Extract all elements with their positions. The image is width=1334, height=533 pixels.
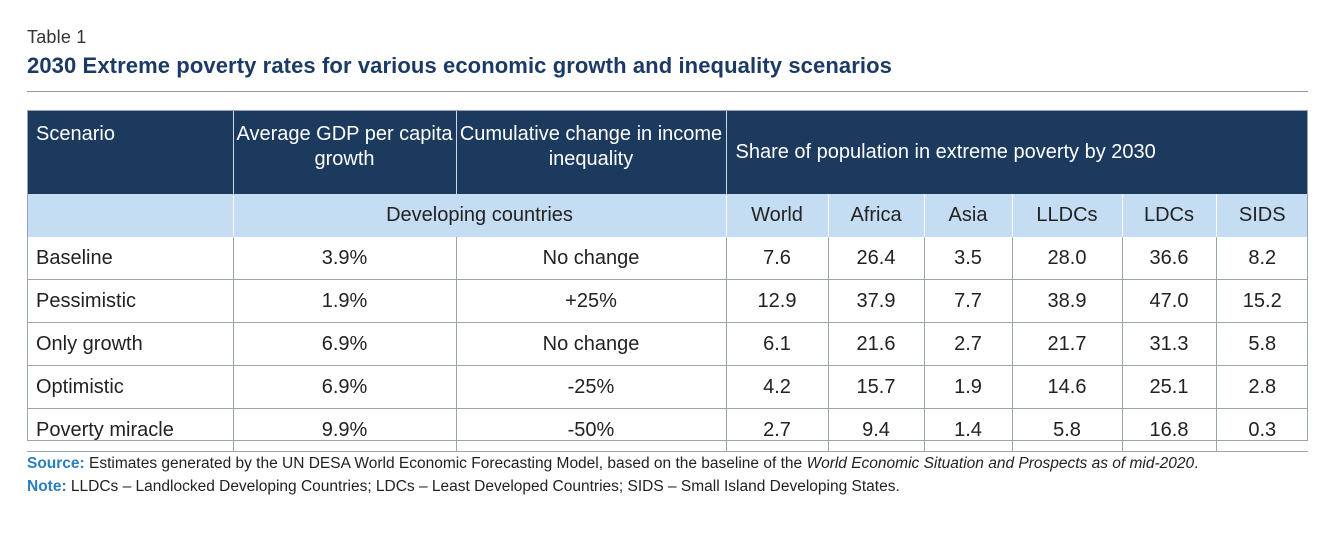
value-cell: 12.9 [725,279,828,323]
value-cell: 21.7 [1011,322,1122,366]
inequality-cell: +25% [455,279,726,323]
value-cell: 7.7 [923,279,1012,323]
scenario-name: Pessimistic [27,279,233,323]
value-cell: 6.1 [725,322,828,366]
gdp-growth-cell: 9.9% [232,408,456,452]
value-cell: 5.8 [1011,408,1122,452]
gdp-growth-cell: 3.9% [232,237,456,280]
value-cell: 16.8 [1121,408,1216,452]
gdp-growth-cell: 6.9% [232,365,456,409]
value-cell: 47.0 [1121,279,1216,323]
value-cell: 28.0 [1011,237,1122,280]
subheader-developing-countries: Developing countries [232,194,726,237]
subheader-region-sids: SIDS [1215,194,1309,237]
subheader-region-ldcs: LDCs [1121,194,1216,237]
table-row: Only growth 6.9% No change 6.1 21.6 2.7 … [27,322,1309,366]
table-notes: Source: Estimates generated by the UN DE… [27,452,1198,498]
scenario-name: Baseline [27,237,233,280]
inequality-cell: -50% [455,408,726,452]
table-row: Optimistic 6.9% -25% 4.2 15.7 1.9 14.6 2… [27,365,1309,409]
note-text: LLDCs – Landlocked Developing Countries;… [66,478,900,495]
scenario-name: Poverty miracle [27,408,233,452]
scenario-name: Optimistic [27,365,233,409]
inequality-cell: No change [455,237,726,280]
source-text: Estimates generated by the UN DESA World… [84,455,807,472]
scenario-name: Only growth [27,322,233,366]
title-divider [27,91,1308,92]
header-scenario: Scenario [27,110,233,194]
value-cell: 37.9 [827,279,924,323]
table-title: 2030 Extreme poverty rates for various e… [27,53,892,78]
gdp-growth-cell: 1.9% [232,279,456,323]
value-cell: 14.6 [1011,365,1122,409]
value-cell: 31.3 [1121,322,1216,366]
value-cell: 3.5 [923,237,1012,280]
value-cell: 2.8 [1215,365,1309,409]
note-line: Note: LLDCs – Landlocked Developing Coun… [27,475,1198,498]
table-row: Poverty miracle 9.9% -50% 2.7 9.4 1.4 5.… [27,408,1309,452]
value-cell: 2.7 [923,322,1012,366]
gdp-growth-cell: 6.9% [232,322,456,366]
value-cell: 26.4 [827,237,924,280]
header-gdp-growth: Average GDP per capita growth [232,110,456,194]
value-cell: 4.2 [725,365,828,409]
value-cell: 25.1 [1121,365,1216,409]
table-row: Baseline 3.9% No change 7.6 26.4 3.5 28.… [27,237,1309,280]
header-row: Scenario Average GDP per capita growth C… [27,110,1309,194]
value-cell: 7.6 [725,237,828,280]
source-label: Source: [27,455,85,472]
value-cell: 1.9 [923,365,1012,409]
value-cell: 8.2 [1215,237,1309,280]
value-cell: 21.6 [827,322,924,366]
header-poverty-share: Share of population in extreme poverty b… [725,110,1309,194]
note-label: Note: [27,478,67,495]
value-cell: 2.7 [725,408,828,452]
inequality-cell: No change [455,322,726,366]
value-cell: 9.4 [827,408,924,452]
value-cell: 15.7 [827,365,924,409]
value-cell: 38.9 [1011,279,1122,323]
value-cell: 5.8 [1215,322,1309,366]
source-end: . [1194,455,1199,472]
inequality-cell: -25% [455,365,726,409]
value-cell: 15.2 [1215,279,1309,323]
source-italic-title: World Economic Situation and Prospects a… [806,455,1195,472]
source-line: Source: Estimates generated by the UN DE… [27,452,1198,475]
table-row: Pessimistic 1.9% +25% 12.9 37.9 7.7 38.9… [27,279,1309,323]
subheader-region-asia: Asia [923,194,1012,237]
value-cell: 36.6 [1121,237,1216,280]
table-label: Table 1 [27,27,87,47]
subheader-row: Developing countries World Africa Asia L… [27,194,1309,237]
value-cell: 1.4 [923,408,1012,452]
subheader-region-lldcs: LLDCs [1011,194,1122,237]
poverty-scenarios-table: Scenario Average GDP per capita growth C… [27,110,1309,452]
subheader-blank [27,194,233,237]
subheader-region-world: World [725,194,828,237]
header-inequality-change: Cumulative change in income inequality [455,110,726,194]
value-cell: 0.3 [1215,408,1309,452]
subheader-region-africa: Africa [827,194,924,237]
